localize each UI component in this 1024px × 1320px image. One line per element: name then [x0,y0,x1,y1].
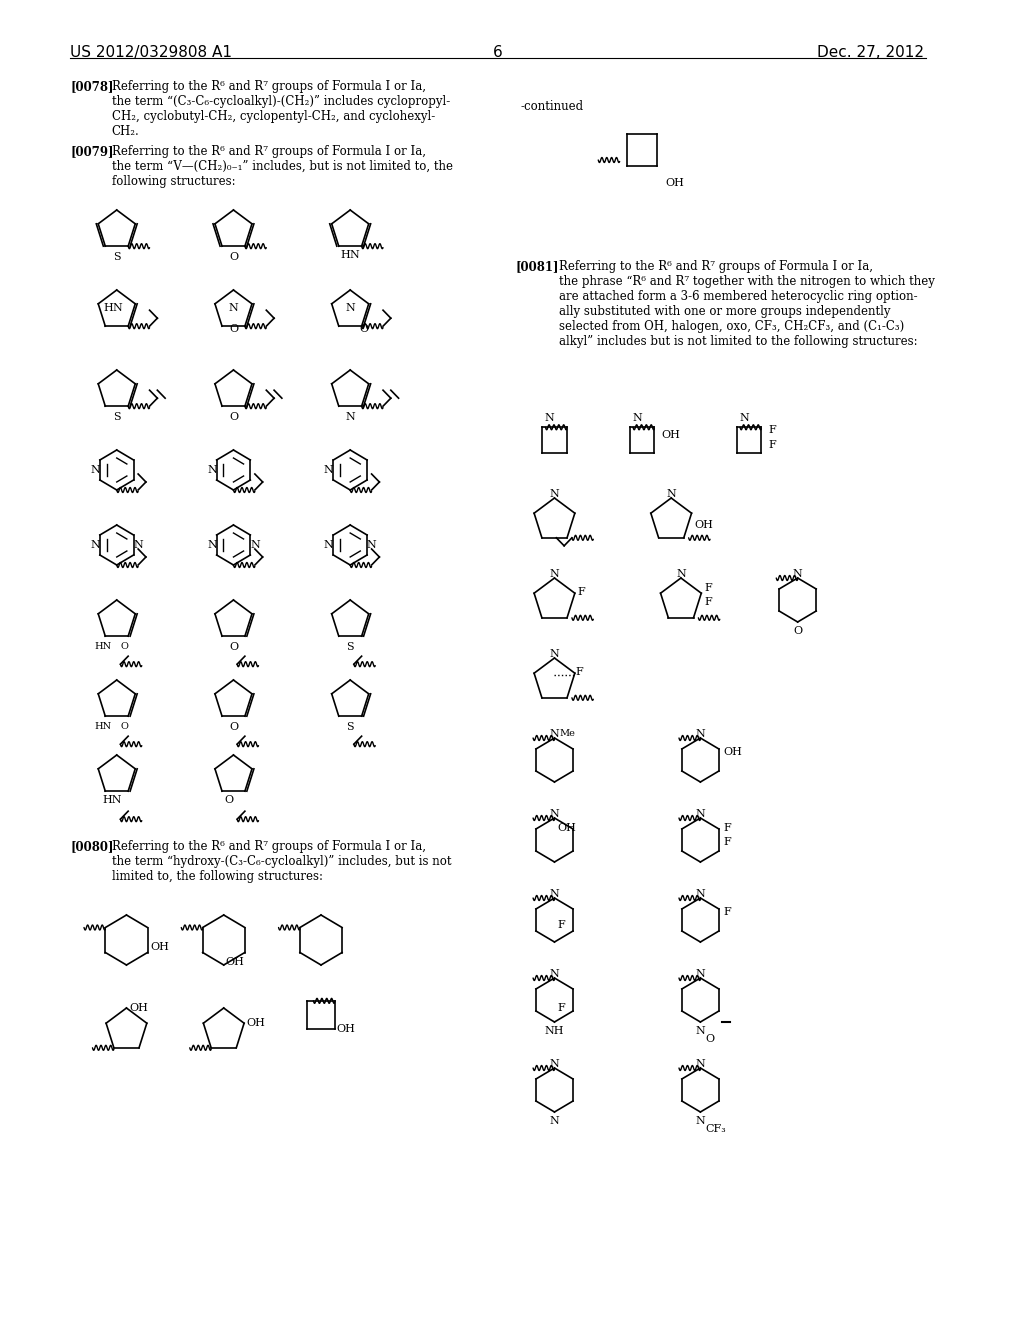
Text: [0081]: [0081] [515,260,559,273]
Text: OH: OH [151,942,169,953]
Text: N: N [632,413,642,422]
Text: N: N [695,1059,706,1069]
Text: N: N [695,809,706,818]
Text: N: N [345,412,355,422]
Text: OH: OH [724,747,742,756]
Text: [0080]: [0080] [70,840,114,853]
Text: 6: 6 [494,45,503,59]
Text: O: O [229,252,238,261]
Text: O: O [229,323,238,334]
Text: O: O [121,722,128,731]
Text: [0078]: [0078] [70,81,114,92]
Text: OH: OH [557,822,577,833]
Text: O: O [706,1034,715,1044]
Text: N: N [133,540,143,550]
Text: HN: HN [95,722,112,731]
Text: N: N [545,413,554,422]
Text: Dec. 27, 2012: Dec. 27, 2012 [817,45,924,59]
Text: CF₃: CF₃ [706,1125,726,1134]
Text: N: N [550,969,559,979]
Text: F: F [724,822,731,833]
Text: N: N [695,1115,706,1126]
Text: O: O [229,722,238,733]
Text: S: S [113,252,121,261]
Text: S: S [346,642,354,652]
Text: F: F [768,440,776,450]
Text: OH: OH [129,1003,148,1012]
Text: F: F [575,667,584,677]
Text: O: O [359,323,369,334]
Text: N: N [550,488,559,499]
Text: F: F [724,907,731,917]
Text: N: N [90,465,100,475]
Text: N: N [367,540,377,550]
Text: N: N [345,304,355,313]
Text: Referring to the R⁶ and R⁷ groups of Formula I or Ia,
the phrase “R⁶ and R⁷ toge: Referring to the R⁶ and R⁷ groups of For… [559,260,935,348]
Text: Referring to the R⁶ and R⁷ groups of Formula I or Ia,
the term “V—(CH₂)₀₋₁” incl: Referring to the R⁶ and R⁷ groups of For… [112,145,453,187]
Text: N: N [739,413,749,422]
Text: F: F [768,425,776,436]
Text: Referring to the R⁶ and R⁷ groups of Formula I or Ia,
the term “hydroxy-(C₃-C₆-c: Referring to the R⁶ and R⁷ groups of For… [112,840,452,883]
Text: HN: HN [95,642,112,651]
Text: F: F [557,920,565,931]
Text: N: N [695,729,706,739]
Text: N: N [90,540,100,550]
Text: OH: OH [662,430,680,440]
Text: F: F [705,583,712,593]
Text: OH: OH [225,957,245,968]
Text: N: N [550,1115,559,1126]
Text: OH: OH [246,1018,265,1028]
Text: US 2012/0329808 A1: US 2012/0329808 A1 [70,45,232,59]
Text: S: S [113,412,121,422]
Text: N: N [207,465,217,475]
Text: N: N [550,888,559,899]
Text: N: N [793,569,803,579]
Text: N: N [324,540,334,550]
Text: O: O [224,795,233,805]
Text: N: N [324,465,334,475]
Text: N: N [550,809,559,818]
Text: O: O [794,626,802,636]
Text: OH: OH [694,520,714,531]
Text: N: N [550,569,559,579]
Text: Me: Me [559,730,575,738]
Text: F: F [705,597,712,607]
Text: HN: HN [102,795,122,805]
Text: S: S [346,722,354,733]
Text: F: F [578,587,586,597]
Text: H: H [340,249,350,260]
Text: N: N [207,540,217,550]
Text: [0079]: [0079] [70,145,114,158]
Text: N: N [228,304,239,313]
Text: N: N [250,540,260,550]
Text: N: N [676,569,686,579]
Text: Referring to the R⁶ and R⁷ groups of Formula I or Ia,
the term “(C₃-C₆-cycloalky: Referring to the R⁶ and R⁷ groups of For… [112,81,451,139]
Text: N: N [349,249,359,260]
Text: O: O [121,642,128,651]
Text: OH: OH [337,1024,355,1034]
Text: N: N [695,1026,706,1036]
Text: N: N [550,649,559,659]
Text: N: N [550,729,559,739]
Text: O: O [229,412,238,422]
Text: N: N [550,1059,559,1069]
Text: O: O [229,642,238,652]
Text: OH: OH [666,178,684,187]
Text: F: F [724,837,731,847]
Text: N: N [113,304,123,313]
Text: -continued: -continued [520,100,584,114]
Text: H: H [103,304,113,313]
Text: N: N [695,969,706,979]
Text: N: N [695,888,706,899]
Text: NH: NH [545,1026,564,1036]
Text: N: N [667,488,676,499]
Text: F: F [557,1003,565,1012]
